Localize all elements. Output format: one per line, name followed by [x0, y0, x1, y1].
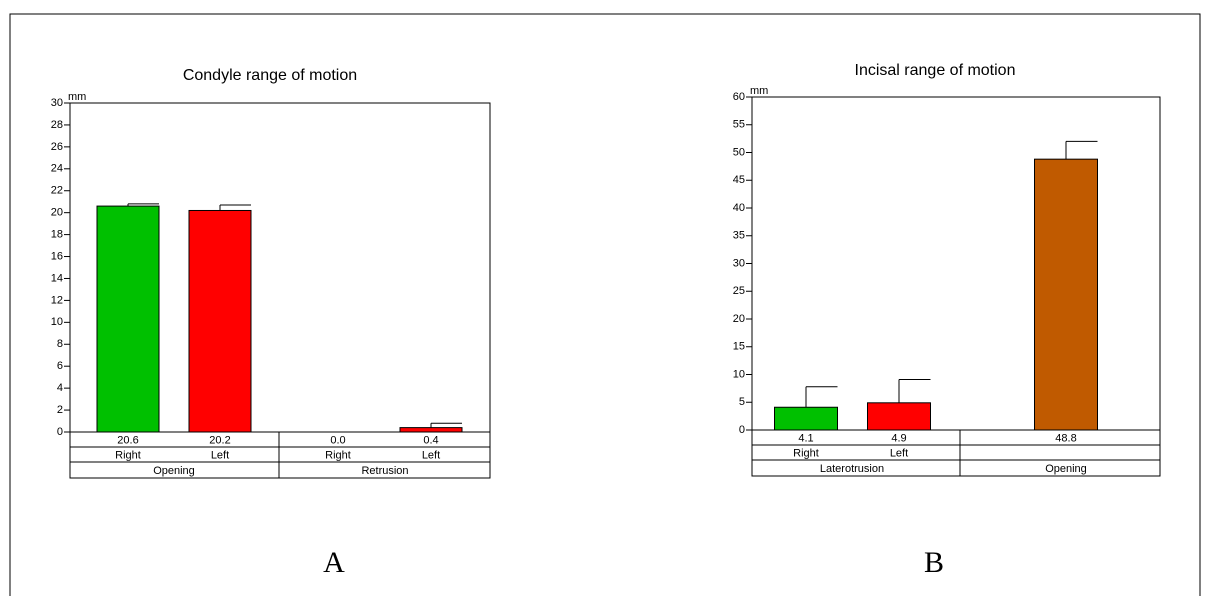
bar	[188, 209, 252, 433]
x-tick-label: Left	[422, 449, 440, 461]
group-label: Opening	[153, 465, 195, 477]
value-label: 4.1	[798, 432, 813, 444]
y-tick-label: 35	[733, 230, 745, 242]
y-tick-label: 45	[733, 174, 745, 186]
panel-label: A	[323, 546, 345, 579]
value-label: 20.2	[209, 434, 230, 446]
y-tick-label: 26	[51, 141, 63, 153]
y-tick-label: 25	[733, 285, 745, 297]
bar	[1034, 158, 1098, 431]
y-tick-label: 12	[51, 294, 63, 306]
plot-box	[751, 96, 1161, 431]
y-tick-label: 14	[51, 272, 63, 284]
y-unit: mm	[68, 91, 86, 103]
x-tick-label: Left	[211, 449, 229, 461]
y-tick-label: 30	[51, 97, 63, 109]
y-tick-label: 18	[51, 229, 63, 241]
group-label: Opening	[1045, 463, 1087, 475]
y-tick-label: 8	[57, 338, 63, 350]
x-tick-label: Right	[325, 449, 351, 461]
y-tick-label: 10	[51, 316, 63, 328]
bar	[867, 402, 931, 431]
bar	[774, 406, 838, 431]
y-tick-label: 16	[51, 250, 63, 262]
y-tick-label: 20	[51, 207, 63, 219]
y-tick-label: 20	[733, 313, 745, 325]
y-tick-label: 5	[739, 396, 745, 408]
value-label: 20.6	[117, 434, 138, 446]
x-tick-label: Right	[793, 447, 819, 459]
y-tick-label: 4	[57, 382, 63, 394]
y-tick-label: 60	[733, 91, 745, 103]
chart-title: Condyle range of motion	[183, 67, 357, 84]
panel-label: B	[924, 546, 944, 579]
y-tick-label: 50	[733, 146, 745, 158]
y-tick-label: 0	[739, 424, 745, 436]
group-label: Laterotrusion	[820, 463, 884, 475]
category-table	[69, 431, 491, 479]
y-tick-label: 2	[57, 404, 63, 416]
y-tick-label: 6	[57, 360, 63, 372]
y-tick-label: 0	[57, 426, 63, 438]
chart-title: Incisal range of motion	[855, 62, 1016, 79]
y-tick-label: 22	[51, 185, 63, 197]
y-unit: mm	[750, 85, 768, 97]
bar	[399, 427, 463, 433]
x-tick-label: Right	[115, 449, 141, 461]
y-tick-label: 24	[51, 163, 63, 175]
value-label: 48.8	[1055, 432, 1076, 444]
y-tick-label: 30	[733, 257, 745, 269]
frame	[9, 13, 1201, 596]
x-tick-label: Left	[890, 447, 908, 459]
bar	[96, 205, 160, 433]
value-label: 0.0	[330, 434, 345, 446]
y-tick-label: 40	[733, 202, 745, 214]
y-tick-label: 10	[733, 368, 745, 380]
y-tick-label: 55	[733, 119, 745, 131]
y-tick-label: 28	[51, 119, 63, 131]
category-table	[751, 429, 1161, 477]
y-tick-label: 15	[733, 341, 745, 353]
group-label: Retrusion	[361, 465, 408, 477]
value-label: 0.4	[423, 434, 438, 446]
value-label: 4.9	[891, 432, 906, 444]
